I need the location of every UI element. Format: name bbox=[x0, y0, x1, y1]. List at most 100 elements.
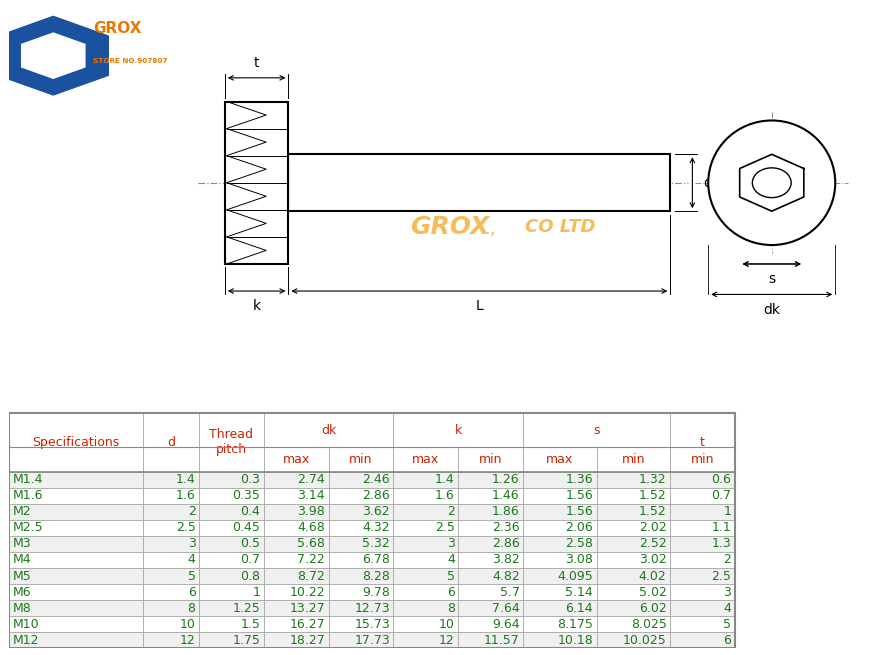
Text: max: max bbox=[282, 453, 310, 466]
Text: 1.6: 1.6 bbox=[176, 489, 196, 502]
Text: 5: 5 bbox=[447, 570, 455, 582]
Bar bbox=[288, 155, 670, 211]
Bar bbox=[264, 413, 393, 447]
Text: 8: 8 bbox=[188, 602, 196, 615]
Text: 1.56: 1.56 bbox=[565, 505, 593, 518]
Bar bbox=[459, 520, 523, 536]
Bar bbox=[523, 616, 596, 632]
Text: 5: 5 bbox=[188, 570, 196, 582]
Text: 10: 10 bbox=[439, 618, 455, 631]
Text: 1.52: 1.52 bbox=[639, 505, 667, 518]
Bar bbox=[9, 568, 143, 584]
Text: 10.025: 10.025 bbox=[623, 634, 667, 647]
Text: 2.46: 2.46 bbox=[363, 473, 390, 486]
Bar bbox=[393, 552, 459, 568]
Text: min: min bbox=[691, 453, 714, 466]
Bar bbox=[393, 520, 459, 536]
Text: 1.75: 1.75 bbox=[233, 634, 260, 647]
Bar bbox=[199, 568, 264, 584]
Text: 17.73: 17.73 bbox=[355, 634, 390, 647]
Bar bbox=[596, 568, 670, 584]
Bar bbox=[459, 568, 523, 584]
Bar bbox=[523, 552, 596, 568]
Bar bbox=[9, 568, 735, 584]
Bar bbox=[459, 504, 523, 520]
Text: 15.73: 15.73 bbox=[355, 618, 390, 631]
Text: 5.32: 5.32 bbox=[363, 537, 390, 550]
Bar bbox=[143, 552, 199, 568]
Bar bbox=[9, 472, 143, 487]
Bar bbox=[459, 552, 523, 568]
Text: 0.7: 0.7 bbox=[241, 553, 260, 567]
Text: CO LTD: CO LTD bbox=[525, 217, 595, 236]
Bar bbox=[264, 487, 329, 504]
Text: s: s bbox=[768, 272, 775, 286]
Bar bbox=[9, 504, 143, 520]
Bar bbox=[264, 568, 329, 584]
Bar bbox=[523, 487, 596, 504]
Bar bbox=[670, 447, 735, 472]
Bar bbox=[670, 413, 735, 472]
Text: 1: 1 bbox=[252, 586, 260, 599]
Text: GROX: GROX bbox=[93, 21, 141, 35]
Bar bbox=[143, 520, 199, 536]
Text: t: t bbox=[254, 56, 259, 69]
Text: M1.4: M1.4 bbox=[13, 473, 43, 486]
Text: 1.25: 1.25 bbox=[233, 602, 260, 615]
Bar bbox=[143, 632, 199, 648]
Text: 3.62: 3.62 bbox=[363, 505, 390, 518]
Bar bbox=[329, 536, 393, 552]
Bar bbox=[9, 536, 735, 552]
Text: 0.8: 0.8 bbox=[241, 570, 260, 582]
Bar bbox=[199, 413, 264, 472]
Text: 3.98: 3.98 bbox=[297, 505, 325, 518]
Bar bbox=[264, 632, 329, 648]
Bar bbox=[670, 616, 735, 632]
Bar bbox=[264, 520, 329, 536]
Bar bbox=[670, 600, 735, 616]
Text: 9.78: 9.78 bbox=[363, 586, 390, 599]
Bar bbox=[9, 520, 143, 536]
Text: d: d bbox=[703, 176, 712, 190]
Text: 1.6: 1.6 bbox=[435, 489, 455, 502]
Bar bbox=[9, 413, 735, 648]
Bar bbox=[199, 504, 264, 520]
Bar bbox=[459, 632, 523, 648]
Bar bbox=[670, 504, 735, 520]
Bar bbox=[393, 616, 459, 632]
Text: 16.27: 16.27 bbox=[289, 618, 325, 631]
Text: 2.06: 2.06 bbox=[565, 521, 593, 534]
Bar bbox=[670, 536, 735, 552]
Bar bbox=[523, 413, 670, 447]
Bar bbox=[199, 536, 264, 552]
Text: M12: M12 bbox=[13, 634, 40, 647]
Bar bbox=[393, 600, 459, 616]
Bar bbox=[596, 472, 670, 487]
Text: GROX: GROX bbox=[410, 215, 490, 238]
Text: 2.86: 2.86 bbox=[492, 537, 519, 550]
Bar bbox=[143, 584, 199, 600]
Bar bbox=[143, 568, 199, 584]
Bar bbox=[329, 552, 393, 568]
Text: 12: 12 bbox=[439, 634, 455, 647]
Text: 3: 3 bbox=[447, 537, 455, 550]
Text: 0.45: 0.45 bbox=[233, 521, 260, 534]
Text: 4.82: 4.82 bbox=[492, 570, 519, 582]
Text: dk: dk bbox=[321, 424, 336, 437]
Text: 1.4: 1.4 bbox=[176, 473, 196, 486]
Text: 8.72: 8.72 bbox=[297, 570, 325, 582]
Bar bbox=[199, 472, 264, 487]
Text: 3.14: 3.14 bbox=[297, 489, 325, 502]
Text: 9.64: 9.64 bbox=[492, 618, 519, 631]
Ellipse shape bbox=[708, 121, 835, 245]
Text: 7.22: 7.22 bbox=[297, 553, 325, 567]
Text: 1.5: 1.5 bbox=[241, 618, 260, 631]
Bar bbox=[199, 632, 264, 648]
Text: 4.095: 4.095 bbox=[557, 570, 593, 582]
Bar bbox=[393, 584, 459, 600]
Bar bbox=[459, 472, 523, 487]
Text: 4.02: 4.02 bbox=[639, 570, 667, 582]
Bar bbox=[596, 552, 670, 568]
Bar bbox=[264, 536, 329, 552]
Bar bbox=[329, 520, 393, 536]
